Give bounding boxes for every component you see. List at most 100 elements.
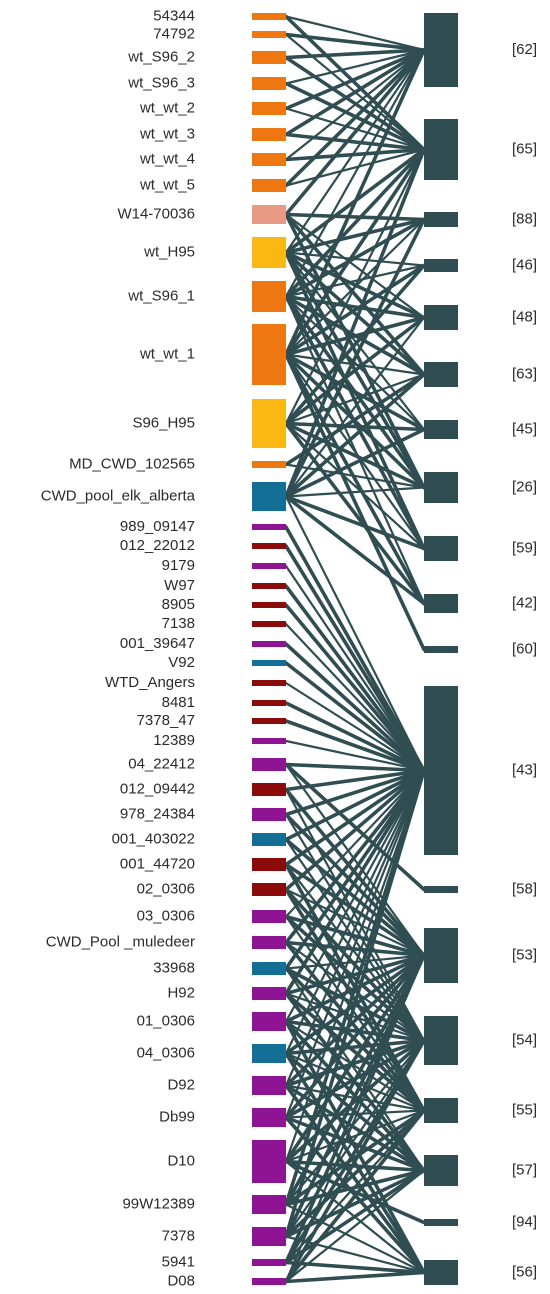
link-40-11: [284, 769, 426, 1119]
node-label-6: wt_wt_4: [139, 150, 195, 167]
node-label-39: D92: [167, 1076, 195, 1093]
node-box-39: [252, 1076, 286, 1095]
node-box-1: [252, 31, 286, 38]
link-22-11: [284, 661, 426, 773]
link-5-1: [284, 132, 426, 152]
link-35-13: [284, 954, 426, 970]
link-4-0: [284, 48, 426, 111]
node-box-17: [252, 563, 286, 569]
link-8-4: [284, 213, 426, 319]
node-box-31: [252, 858, 286, 871]
node-label-17: 9179: [162, 557, 195, 574]
node-box-5: [252, 128, 286, 141]
link-14-1: [284, 147, 426, 499]
node-label-40: Db99: [159, 1108, 195, 1125]
node-label-24: 8481: [162, 694, 195, 711]
link-20-11: [284, 622, 426, 772]
node-label-3: wt_S96_3: [127, 74, 195, 91]
link-8-2: [284, 212, 426, 222]
node-box-35: [252, 962, 286, 975]
node-label-27: 04_22412: [128, 755, 195, 772]
cluster-label-18: [56]: [512, 1263, 537, 1280]
link-12-3: [284, 263, 426, 426]
link-7-0: [284, 48, 426, 188]
link-45-15: [284, 1108, 426, 1284]
cluster-box-9: [424, 594, 458, 613]
cluster-label-7: [26]: [512, 478, 537, 495]
cluster-box-17: [424, 1219, 458, 1226]
link-25-11: [284, 719, 426, 773]
link-36-13: [284, 953, 426, 996]
link-38-11: [284, 769, 426, 1055]
link-35-15: [284, 966, 426, 1113]
node-box-12: [252, 399, 286, 448]
link-6-1: [284, 147, 426, 162]
node-label-35: 33968: [153, 959, 195, 976]
link-37-14: [284, 1019, 426, 1043]
link-12-4: [284, 315, 426, 426]
link-3-0: [284, 48, 426, 85]
link-44-15: [284, 1109, 426, 1264]
node-box-36: [252, 987, 286, 1000]
cluster-box-14: [424, 1016, 458, 1065]
cluster-layer: [62] [65] [88] [46] [48] [63] [45] [26] [59] [42]…: [424, 13, 537, 1285]
cluster-label-9: [42]: [512, 594, 537, 611]
link-10-2: [284, 217, 426, 299]
link-24-11: [284, 701, 426, 773]
cluster-label-16: [57]: [512, 1161, 537, 1178]
link-44-16: [284, 1168, 426, 1265]
node-label-41: D10: [167, 1152, 195, 1169]
cluster-label-10: [60]: [512, 640, 537, 657]
node-label-42: 99W12389: [122, 1195, 195, 1212]
cluster-label-8: [59]: [512, 539, 537, 556]
node-box-20: [252, 621, 286, 627]
node-label-43: 7378: [162, 1227, 195, 1244]
node-box-6: [252, 153, 286, 166]
node-box-38: [252, 1044, 286, 1063]
cluster-box-4: [424, 305, 458, 330]
link-43-14: [284, 1039, 426, 1238]
cluster-box-10: [424, 646, 458, 653]
node-box-9: [252, 237, 286, 268]
link-10-3: [284, 264, 426, 298]
link-40-13: [284, 953, 426, 1120]
cluster-box-1: [424, 119, 458, 180]
link-39-13: [284, 953, 426, 1088]
link-12-5: [284, 373, 426, 425]
cluster-box-13: [424, 928, 458, 983]
link-27-13: [284, 763, 426, 957]
link-12-1: [284, 148, 426, 425]
link-45-18: [284, 1270, 426, 1284]
node-box-44: [252, 1259, 286, 1266]
cluster-label-2: [88]: [512, 210, 537, 227]
cluster-label-5: [63]: [512, 365, 537, 382]
link-layer: [284, 14, 426, 1284]
node-label-8: W14-70036: [117, 205, 195, 222]
link-41-11: [284, 769, 426, 1163]
node-box-11: [252, 324, 286, 385]
cluster-label-14: [54]: [512, 1031, 537, 1048]
node-box-15: [252, 524, 286, 530]
node-box-22: [252, 660, 286, 666]
cluster-box-0: [424, 13, 458, 87]
link-8-0: [284, 48, 426, 217]
node-box-13: [252, 461, 286, 468]
link-36-14: [284, 992, 426, 1042]
link-39-16: [284, 1083, 426, 1173]
link-19-11: [284, 603, 426, 773]
cluster-label-4: [48]: [512, 308, 537, 325]
node-box-10: [252, 281, 286, 312]
node-label-7: wt_wt_5: [139, 176, 195, 193]
node-label-0: 54344: [153, 7, 195, 24]
link-14-6: [284, 427, 426, 499]
cluster-label-3: [46]: [512, 256, 537, 273]
node-box-3: [252, 77, 286, 90]
node-label-10: wt_S96_1: [127, 287, 195, 304]
link-11-1: [284, 147, 426, 357]
node-label-1: 74792: [153, 25, 195, 42]
node-label-14: CWD_pool_elk_alberta: [41, 487, 196, 504]
cluster-box-3: [424, 259, 458, 272]
node-label-20: 7138: [162, 615, 195, 632]
node-box-4: [252, 102, 286, 115]
